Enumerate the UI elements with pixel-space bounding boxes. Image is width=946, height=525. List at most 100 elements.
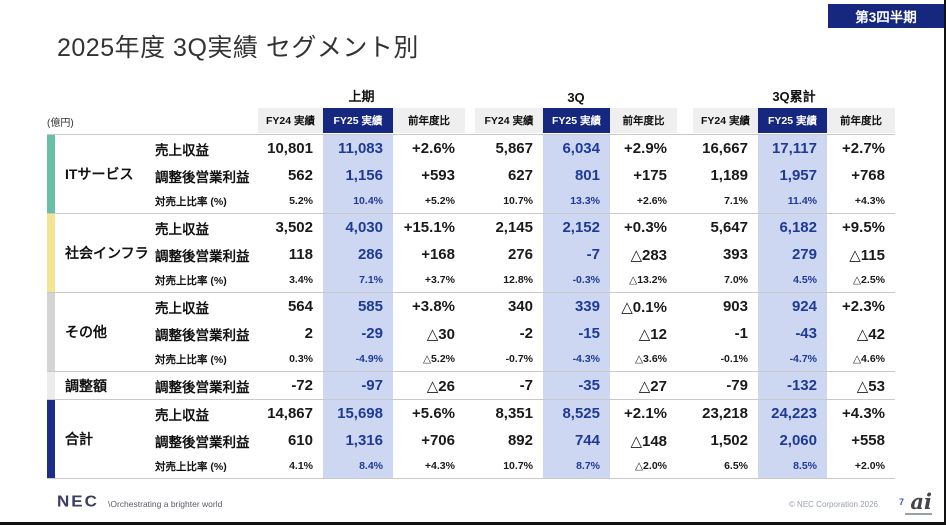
group-label-3q-cum: 3Q累計 bbox=[772, 89, 816, 104]
cell-yoy: △13.2% bbox=[629, 274, 667, 286]
cell-fy25: 1,316 bbox=[323, 427, 393, 454]
metric-profit: 調整後営業利益 bbox=[155, 434, 250, 450]
cell-fy24: 8,351 bbox=[495, 405, 533, 422]
cell-yoy: +0.3% bbox=[624, 219, 667, 236]
cell-yoy: △283 bbox=[630, 246, 667, 264]
cell-fy24: 627 bbox=[507, 167, 533, 184]
cell-fy24: 16,667 bbox=[702, 140, 748, 157]
cell-yoy: +768 bbox=[851, 167, 885, 184]
header-fy25: FY25 実績 bbox=[543, 108, 610, 133]
cell-fy25: 8.5% bbox=[758, 454, 827, 478]
cell-fy25: 4,030 bbox=[323, 214, 393, 241]
cell-yoy: △12 bbox=[638, 325, 667, 343]
cell-fy24: 7.1% bbox=[724, 195, 748, 207]
cell-fy25: -35 bbox=[543, 372, 610, 399]
cell-fy25: 2,152 bbox=[543, 214, 610, 241]
column-header-row: (億円) FY24 実績 FY25 実績 前年度比 FY24 実績 FY25 実… bbox=[47, 108, 895, 134]
cell-fy24: 5,647 bbox=[710, 219, 748, 236]
cell-fy25: 924 bbox=[758, 293, 827, 320]
cell-yoy: △3.6% bbox=[634, 353, 667, 365]
cell-fy24: 340 bbox=[507, 298, 533, 315]
cell-fy24: 562 bbox=[287, 167, 313, 184]
copyright-text: © NEC Corporation 2026 bbox=[788, 500, 878, 509]
cell-yoy: △2.0% bbox=[634, 460, 667, 472]
page-number: 7 bbox=[898, 497, 904, 507]
metric-revenue: 売上収益 bbox=[155, 300, 209, 316]
cell-fy24: 7.0% bbox=[724, 274, 748, 286]
segment-color-bar bbox=[47, 135, 55, 213]
cell-yoy: +3.8% bbox=[412, 298, 455, 315]
cell-fy24: 10,801 bbox=[267, 140, 313, 157]
cell-fy25: 6,182 bbox=[758, 214, 827, 241]
cell-fy25: -15 bbox=[543, 320, 610, 347]
cell-yoy: +15.1% bbox=[403, 219, 455, 236]
cell-fy24: -2 bbox=[519, 325, 533, 342]
cell-yoy: +2.0% bbox=[854, 460, 885, 472]
cell-fy25: 4.5% bbox=[758, 268, 827, 292]
cell-yoy: +2.9% bbox=[624, 140, 667, 157]
cell-yoy: +2.6% bbox=[636, 195, 667, 207]
header-fy25: FY25 実績 bbox=[323, 108, 393, 133]
cell-fy24: 276 bbox=[507, 246, 533, 263]
header-fy24: FY24 実績 bbox=[475, 108, 543, 133]
cell-fy25: 279 bbox=[758, 241, 827, 268]
cell-fy25: 6,034 bbox=[543, 135, 610, 162]
metric-ratio: 対売上比率 (%) bbox=[155, 460, 227, 473]
unit-label: (億円) bbox=[47, 118, 74, 129]
cell-fy24: 393 bbox=[722, 246, 748, 263]
cell-fy24: 10.7% bbox=[503, 195, 533, 207]
metric-profit: 調整後営業利益 bbox=[155, 169, 250, 185]
cell-fy24: 118 bbox=[288, 246, 313, 263]
metric-ratio: 対売上比率 (%) bbox=[155, 353, 227, 366]
cell-fy24: 892 bbox=[507, 432, 533, 449]
cell-fy24: 5.2% bbox=[289, 195, 313, 207]
cell-fy24: 610 bbox=[287, 432, 313, 449]
column-group-row: 上期 3Q 3Q累計 bbox=[47, 86, 895, 108]
metric-profit: 調整後営業利益 bbox=[155, 327, 250, 343]
cell-fy24: -79 bbox=[726, 377, 748, 394]
cell-yoy: △148 bbox=[630, 432, 667, 450]
group-label-3q: 3Q bbox=[567, 90, 585, 105]
cell-yoy: +2.7% bbox=[842, 140, 885, 157]
cell-yoy: +175 bbox=[633, 167, 667, 184]
nec-tagline: \Orchestrating a brighter world bbox=[108, 499, 223, 509]
cell-fy25: 10.4% bbox=[323, 189, 393, 213]
metric-revenue: 売上収益 bbox=[155, 221, 209, 237]
cell-fy25: 8,525 bbox=[543, 400, 610, 427]
cell-fy25: 17,117 bbox=[758, 135, 827, 162]
cell-fy24: 23,218 bbox=[702, 405, 748, 422]
metric-revenue: 売上収益 bbox=[155, 407, 209, 423]
cell-fy25: 339 bbox=[543, 293, 610, 320]
cell-fy24: 1,189 bbox=[710, 167, 748, 184]
segment-color-bar bbox=[47, 214, 55, 292]
header-fy25: FY25 実績 bbox=[758, 108, 827, 133]
cell-yoy: △115 bbox=[849, 246, 885, 264]
table-body: ITサービス 売上収益 10,801 11,083 +2.6% 5,867 6,… bbox=[47, 134, 895, 479]
cell-fy24: 10.7% bbox=[503, 460, 533, 472]
cell-fy25: 1,957 bbox=[758, 162, 827, 189]
cell-fy25: 7.1% bbox=[323, 268, 393, 292]
segment-results-table: 上期 3Q 3Q累計 (億円) FY24 実績 FY25 実績 前年度比 FY2… bbox=[47, 86, 895, 479]
cell-fy25: 11.4% bbox=[758, 189, 827, 213]
segment-name: 合計 bbox=[65, 431, 93, 447]
cell-fy25: 8.7% bbox=[543, 454, 610, 478]
cell-fy24: 3.4% bbox=[289, 274, 313, 286]
cell-yoy: +5.6% bbox=[412, 405, 455, 422]
nec-logo: NEC bbox=[57, 493, 99, 511]
cell-fy25: 11,083 bbox=[323, 135, 393, 162]
cell-fy24: 1,502 bbox=[710, 432, 748, 449]
header-fy24: FY24 実績 bbox=[258, 108, 323, 133]
metric-profit: 調整後営業利益 bbox=[155, 248, 250, 264]
cell-yoy: +706 bbox=[421, 432, 455, 449]
cell-yoy: +5.2% bbox=[424, 195, 455, 207]
cell-yoy: +3.7% bbox=[424, 274, 455, 286]
cell-fy25: 1,156 bbox=[323, 162, 393, 189]
cell-fy25: -132 bbox=[758, 372, 827, 399]
cell-fy25: 744 bbox=[543, 427, 610, 454]
segment-color-bar bbox=[47, 372, 55, 399]
cell-fy25: 801 bbox=[543, 162, 610, 189]
ai-logo: ai bbox=[910, 489, 932, 514]
cell-yoy: △0.1% bbox=[621, 298, 667, 316]
cell-fy24: -1 bbox=[734, 325, 748, 342]
